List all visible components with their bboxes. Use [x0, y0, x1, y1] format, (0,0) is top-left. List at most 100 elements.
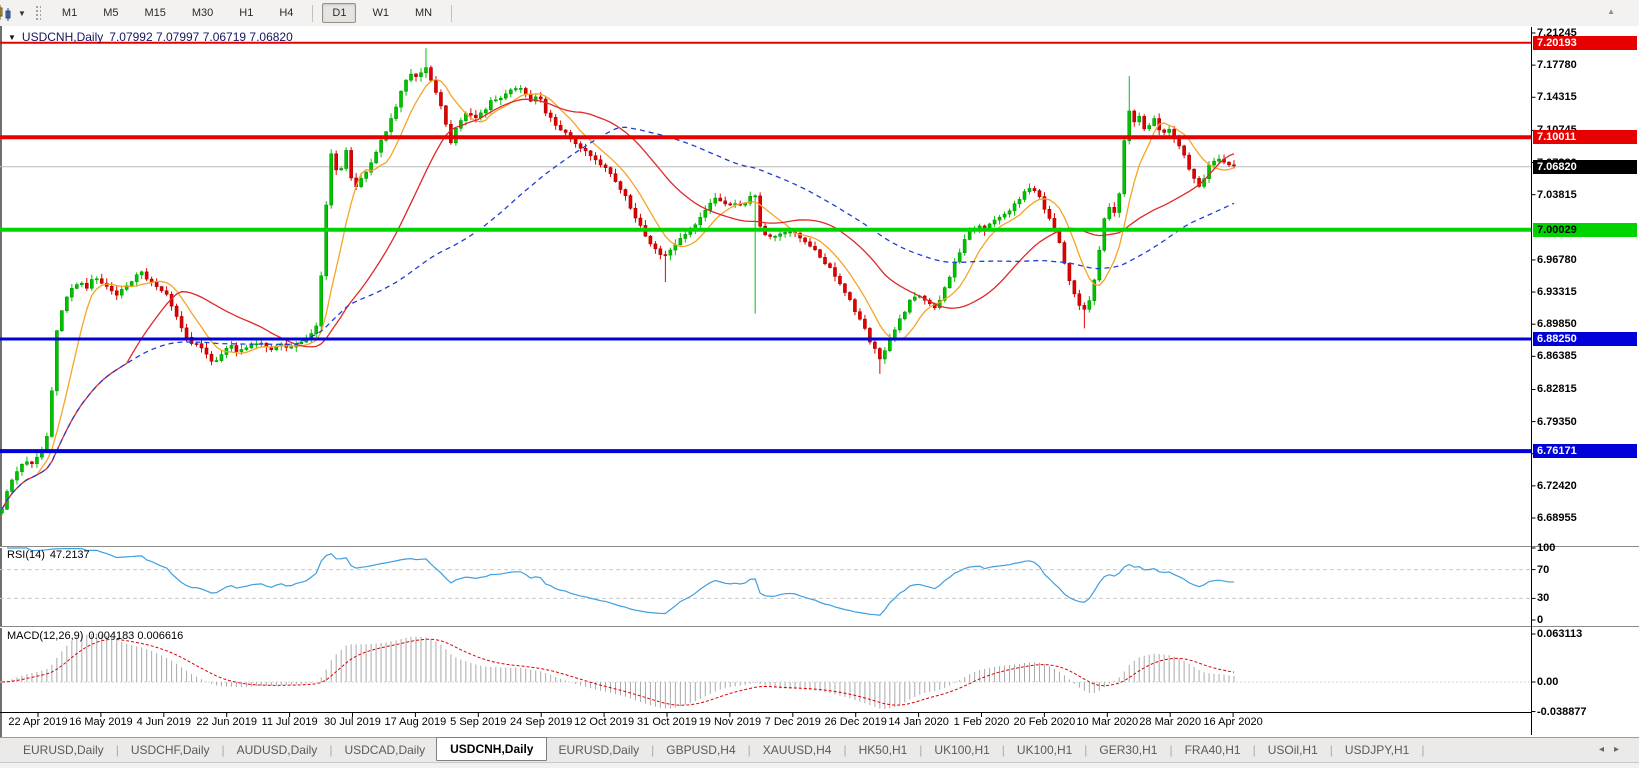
tab-fra40-h1[interactable]: FRA40,H1 [1184, 743, 1241, 757]
chart-dropdown-icon[interactable]: ▼ [8, 32, 16, 42]
candle-down [1162, 129, 1166, 133]
timeframe-button-d1[interactable]: D1 [322, 3, 357, 23]
candle-up [683, 234, 688, 239]
candle-up [668, 249, 673, 256]
candle-up [359, 178, 363, 187]
toolbar-drag-handle[interactable] [33, 4, 41, 22]
tab-usdchf-daily[interactable]: USDCHF,Daily [130, 743, 210, 757]
candle-up [20, 463, 24, 472]
timeframe-button-m30[interactable]: M30 [191, 7, 214, 19]
candle-down [588, 150, 593, 157]
tab-usdcnh-daily[interactable]: USDCNH,Daily [436, 737, 548, 761]
date-tick-label: 19 Nov 2019 [698, 716, 762, 728]
rsi-tick-label: 0 [1537, 614, 1544, 626]
candle-down [434, 79, 438, 93]
tab-separator: | [1169, 743, 1173, 757]
timeframe-button-m1[interactable]: M1 [61, 7, 78, 19]
candle-up [50, 390, 54, 437]
timeframe-button-m15[interactable]: M15 [144, 7, 166, 19]
tab-ger30-h1[interactable]: GER30,H1 [1099, 743, 1158, 757]
timeframe-button-h1[interactable]: H1 [239, 7, 254, 19]
candle-down [449, 124, 453, 144]
candle-down [1062, 242, 1067, 264]
candle-up [1152, 118, 1156, 126]
candle-up [1107, 207, 1112, 220]
candle-up [1137, 116, 1142, 123]
chart-type-icon[interactable] [0, 4, 16, 22]
tab-usdjpy-h1[interactable]: USDJPY,H1 [1344, 743, 1410, 757]
tab-xauusd-h4[interactable]: XAUUSD,H4 [762, 743, 832, 757]
candle-up [753, 195, 757, 198]
candle-up [518, 88, 523, 90]
candle-down [813, 245, 817, 251]
current-price-label: 7.06820 [1533, 159, 1637, 174]
candle-up [513, 88, 518, 91]
tab-uk100-h1[interactable]: UK100,H1 [1016, 743, 1073, 757]
timeframe-button-m5[interactable]: M5 [103, 7, 119, 19]
timeframe-button-h4[interactable]: H4 [279, 7, 294, 19]
candle-down [848, 292, 852, 300]
candle-down [543, 98, 548, 114]
candle-down [578, 143, 583, 149]
tab-scroll-left-icon[interactable]: ◂ [1598, 744, 1614, 755]
candle-up [778, 233, 782, 237]
toolbar-overflow-icon[interactable]: ▲ [1607, 7, 1615, 16]
date-tick-label: 14 Jan 2020 [888, 716, 949, 728]
candle-down [853, 299, 857, 313]
candle-down [638, 217, 643, 226]
candle-down [648, 235, 653, 245]
ma-60-line [1, 126, 1235, 510]
chart-tabs: EURUSD,Daily | USDCHF,Daily | AUDUSD,Daily | U… [12, 737, 1425, 761]
candle-up [957, 252, 962, 263]
tab-usdcad-daily[interactable]: USDCAD,Daily [344, 743, 426, 757]
candle-up [1147, 125, 1152, 130]
candle-down [174, 305, 179, 317]
tab-separator: | [115, 743, 119, 757]
candle-down [144, 271, 149, 280]
ma-26-line [1, 98, 1235, 510]
candle-up [1012, 203, 1017, 212]
candle-up [498, 97, 503, 101]
candle-up [424, 67, 428, 74]
candle-down [199, 343, 204, 349]
candle-up [1002, 213, 1007, 218]
candle-down [444, 105, 448, 125]
candle-down [838, 276, 842, 285]
candle-down [234, 345, 239, 352]
candle-down [818, 249, 822, 258]
chart-type-dropdown-icon[interactable]: ▼ [18, 8, 26, 18]
timeframe-button-w1[interactable]: W1 [372, 7, 389, 19]
candle-up [314, 325, 319, 334]
candle-down [843, 283, 847, 293]
candle-down [1042, 196, 1047, 210]
candle-down [728, 203, 733, 206]
tab-usoil-h1[interactable]: USOil,H1 [1267, 743, 1318, 757]
candle-down [204, 347, 209, 355]
tab-eurusd-daily[interactable]: EURUSD,Daily [558, 743, 640, 757]
candle-down [439, 92, 443, 107]
candle-up [708, 202, 713, 211]
price-tick-label: 7.17780 [1537, 59, 1577, 72]
timeframe-button-mn[interactable]: MN [414, 7, 433, 19]
date-tick-label: 22 Jun 2019 [196, 716, 257, 728]
candle-up [249, 344, 254, 349]
candle-down [563, 129, 568, 133]
tab-scroll-right-icon[interactable]: ▸ [1613, 744, 1629, 755]
candle-up [773, 236, 777, 238]
candle-up [409, 73, 413, 81]
price-tick-label: 6.68955 [1537, 512, 1577, 524]
rsi-indicator-value: 47.2137 [49, 549, 90, 561]
candle-up [484, 109, 488, 114]
tab-hk50-h1[interactable]: HK50,H1 [858, 743, 908, 757]
candle-up [419, 72, 423, 77]
candle-up [389, 118, 393, 133]
candle-up [703, 209, 708, 218]
candle-up [698, 217, 703, 226]
tab-uk100-h1[interactable]: UK100,H1 [934, 743, 990, 757]
candle-down [623, 189, 628, 196]
tab-gbpusd-h4[interactable]: GBPUSD,H4 [666, 743, 736, 757]
candle-down [593, 155, 598, 161]
tab-eurusd-daily[interactable]: EURUSD,Daily [23, 743, 104, 757]
tab-audusd-daily[interactable]: AUDUSD,Daily [236, 743, 318, 757]
chart-window [0, 26, 1639, 737]
